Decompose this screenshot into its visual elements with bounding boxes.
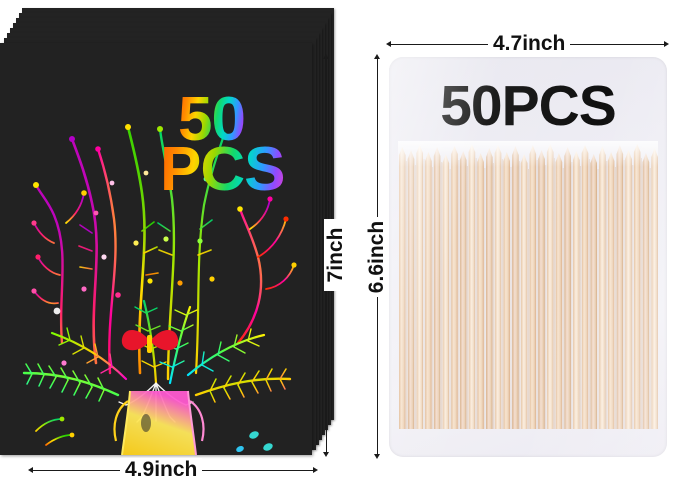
arrowhead-right-top-right-dim: [664, 41, 669, 47]
butterfly-accent: [121, 330, 179, 353]
arrowhead-bottom-right-dim: [374, 454, 380, 459]
vase: [113, 390, 205, 455]
tray-count-label: 50PCS: [440, 74, 617, 138]
scratch-overlay-count: 50: [178, 85, 246, 154]
wooden-stylus-tray: 50PCS: [389, 57, 667, 457]
scratch-overlay-unit: PCS: [160, 135, 285, 204]
dimension-label-height-right: 6.6inch: [365, 217, 389, 297]
scratch-sheet-front: 50 PCS: [0, 43, 312, 455]
dimension-label-height-left: 7inch: [324, 219, 348, 291]
arrowhead-left-bottom-dim: [28, 467, 33, 473]
arrowhead-left-top-right-dim: [386, 41, 391, 47]
arrowhead-bottom-left-dim: [323, 452, 329, 457]
scratch-art-bouquet-artwork: [22, 124, 297, 455]
dimension-label-width-right: 4.7inch: [488, 32, 571, 56]
wooden-styluses: [398, 141, 658, 429]
arrowhead-right-bottom-dim: [313, 467, 318, 473]
dimension-label-width-left: 4.9inch: [120, 458, 203, 482]
arrowhead-top-right-dim: [374, 54, 380, 59]
arrowhead-top-left-dim: [323, 54, 329, 59]
